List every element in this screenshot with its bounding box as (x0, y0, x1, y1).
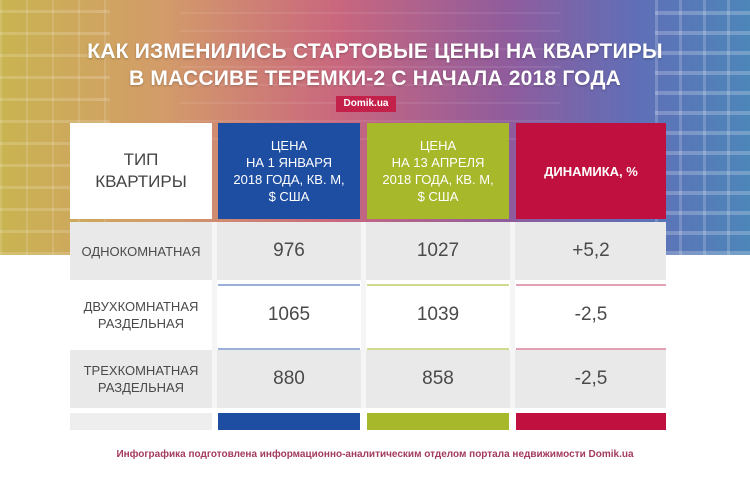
header-jan-line-4: $ США (268, 189, 310, 204)
dynamics-cell: -2,5 (574, 368, 608, 389)
dynamics-cell: -2,5 (574, 304, 608, 325)
row-type-3room: ТРЕХКОМНАТНАЯ РАЗДЕЛЬНАЯ (70, 350, 212, 408)
building-center-image (180, 0, 560, 140)
header-price-jan: ЦЕНА НА 1 ЯНВАРЯ 2018 ГОДА, КВ. М, $ США (218, 123, 360, 219)
column-divider (212, 222, 217, 408)
header-jan-line-1: ЦЕНА (270, 138, 308, 153)
bottom-strip-type (70, 413, 212, 430)
header-apr-line-1: ЦЕНА (419, 138, 457, 153)
row-rule (367, 348, 509, 350)
price-apr-cell: 858 (422, 368, 454, 389)
price-jan-cell: 1065 (267, 304, 311, 325)
row-rule (516, 348, 666, 350)
row-type-sublabel: РАЗДЕЛЬНАЯ (97, 316, 185, 331)
row-type-label: ТРЕХКОМНАТНАЯ (83, 363, 199, 378)
price-apr-cell: 1039 (416, 304, 460, 325)
dynamics-cell: +5,2 (572, 240, 610, 261)
table-row (70, 350, 666, 408)
header-type: ТИП КВАРТИРЫ (70, 123, 212, 219)
header-type-line-2: КВАРТИРЫ (95, 172, 187, 191)
header-apr-line-2: НА 13 АПРЕЛЯ (391, 155, 485, 170)
header-price-apr: ЦЕНА НА 13 АПРЕЛЯ 2018 ГОДА, КВ. М, $ СШ… (367, 123, 509, 219)
footer-credit: Инфографика подготовлена информационно-а… (116, 449, 634, 460)
bottom-strip-apr (367, 413, 509, 430)
row-rule (218, 348, 360, 350)
row-type-label: ОДНОКОМНАТНАЯ (81, 243, 201, 259)
row-rule (367, 284, 509, 286)
title-line-2: В МАССИВЕ ТЕРЕМКИ-2 С НАЧАЛА 2018 ГОДА (129, 67, 621, 90)
title-line-1: КАК ИЗМЕНИЛИСЬ СТАРТОВЫЕ ЦЕНЫ НА КВАРТИР… (87, 40, 663, 63)
page-title: КАК ИЗМЕНИЛИСЬ СТАРТОВЫЕ ЦЕНЫ НА КВАРТИР… (0, 38, 750, 92)
price-jan-cell: 880 (273, 368, 305, 389)
price-jan-cell: 976 (273, 240, 305, 261)
table-row (70, 222, 666, 280)
row-rule (516, 284, 666, 286)
row-type-sublabel: РАЗДЕЛЬНАЯ (97, 380, 185, 395)
header-apr-line-4: $ США (417, 189, 459, 204)
header-jan-line-3: 2018 ГОДА, КВ. М, (233, 172, 345, 187)
bottom-strip-dyn (516, 413, 666, 430)
price-apr-cell: 1027 (416, 240, 460, 261)
column-divider (510, 222, 515, 408)
bottom-strip-jan (218, 413, 360, 430)
header-dynamics: ДИНАМИКА, % (516, 123, 666, 219)
header-jan-line-2: НА 1 ЯНВАРЯ (246, 155, 332, 170)
column-divider (361, 222, 366, 408)
brand-badge: Domik.ua (336, 96, 396, 112)
row-type-1room: ОДНОКОМНАТНАЯ (70, 222, 212, 280)
table-row (70, 286, 666, 344)
row-rule (218, 284, 360, 286)
header-type-line-1: ТИП (123, 150, 159, 169)
row-type-2room: ДВУХКОМНАТНАЯ РАЗДЕЛЬНАЯ (70, 286, 212, 344)
building-right-image (655, 0, 750, 255)
header-apr-line-3: 2018 ГОДА, КВ. М, (382, 172, 494, 187)
row-type-label: ДВУХКОМНАТНАЯ (83, 299, 199, 314)
